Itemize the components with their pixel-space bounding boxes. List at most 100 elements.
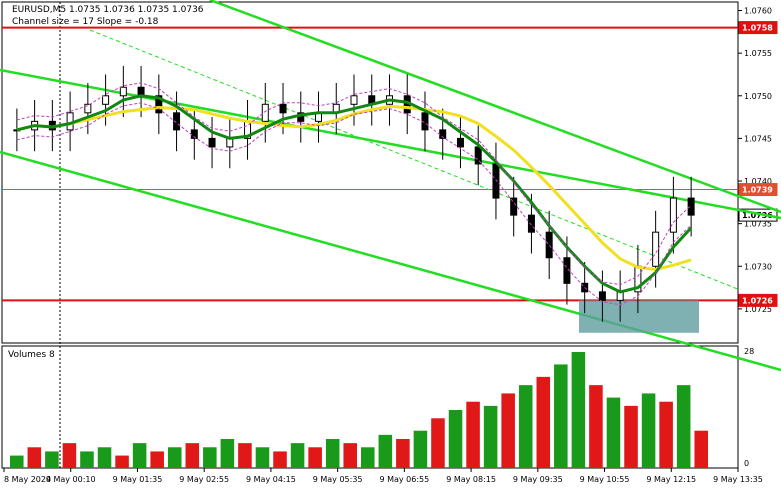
time-tick-label: 9 May 08:15 [446, 475, 496, 484]
volume-bar [466, 401, 480, 468]
candle-body [545, 231, 553, 259]
volume-bar [290, 443, 305, 468]
volume-bar [343, 443, 357, 468]
channel-info: Channel size = 17 Slope = -0.18 [12, 17, 159, 27]
volume-tick-label: 0 [744, 459, 749, 468]
volume-tick-label: 28 [744, 347, 754, 356]
candle-body [652, 231, 660, 267]
volume-bar [659, 401, 673, 468]
time-tick-label: 9 May 00:10 [46, 475, 96, 484]
price-tag-label: 1.0736 [742, 211, 773, 220]
price-tag [738, 293, 778, 307]
volume-bar [97, 447, 112, 468]
volume-bar [255, 447, 270, 468]
volume-bar [518, 385, 533, 468]
volume-bar [536, 376, 551, 468]
volume-bar [220, 439, 235, 468]
volume-bar [378, 434, 393, 468]
volume-bar [676, 385, 691, 468]
candle-body [474, 146, 482, 165]
chart-header: EURUSD,M5 1.0735 1.0736 1.0735 1.0736 Ch… [12, 4, 204, 28]
volume-bar [203, 447, 217, 468]
price-tag [738, 183, 778, 197]
candle-body [155, 95, 163, 114]
candle-body [510, 197, 518, 216]
volume-bar [554, 364, 568, 468]
volume-bar [27, 447, 42, 468]
price-tick-label: 1.0740 [744, 177, 772, 186]
time-tick-label: 9 May 12:15 [646, 475, 696, 484]
volume-bar [10, 455, 24, 468]
volume-bar [361, 447, 375, 468]
envelope-lower [16, 102, 692, 306]
price-tick-label: 1.0745 [744, 134, 772, 143]
symbol-info: EURUSD,M5 1.0735 1.0736 1.0735 1.0736 [12, 5, 204, 15]
price-tag-label: 1.0726 [742, 296, 773, 305]
channel-lower-line [0, 150, 781, 372]
volume-bar [589, 385, 603, 468]
volume-bar [185, 443, 200, 468]
price-tag [738, 21, 778, 35]
price-tick-label: 1.0735 [744, 220, 772, 229]
channel-top-line [209, 0, 781, 214]
volume-bar [396, 439, 410, 468]
envelope-upper [16, 82, 692, 286]
candle-body [598, 291, 606, 301]
volume-bar [694, 430, 708, 468]
price-tick-label: 1.0725 [744, 305, 772, 314]
candle-body [527, 214, 535, 233]
volume-bar [413, 430, 428, 468]
time-tick-label: 9 May 06:55 [379, 475, 429, 484]
price-tick-label: 1.0750 [744, 92, 772, 101]
volume-bar [501, 393, 515, 468]
moving-average-slow [16, 94, 693, 294]
time-tick-label: 9 May 10:55 [580, 475, 630, 484]
volume-bar [45, 451, 59, 468]
volume-bar [308, 447, 322, 468]
price-tick-label: 1.0755 [744, 49, 772, 58]
volume-bar [431, 418, 445, 468]
volume-bar [238, 443, 252, 468]
moving-average-fast [16, 104, 692, 272]
volume-bar [115, 455, 129, 468]
price-tick-label: 1.0760 [744, 7, 772, 16]
time-tick-label: 9 May 04:15 [246, 475, 296, 484]
volume-bar [448, 410, 463, 468]
time-tick-label: 9 May 02:55 [179, 475, 229, 484]
volume-bar [132, 443, 147, 468]
support-zone-box [579, 300, 699, 333]
candle-body [119, 86, 127, 97]
candle-body [102, 95, 110, 105]
candle-body [456, 137, 464, 148]
volume-bar [273, 451, 287, 468]
candle-body [261, 103, 269, 122]
channel-upper-line [0, 68, 781, 220]
volume-bar [150, 451, 164, 468]
volume-bar [167, 447, 182, 468]
candle-body [492, 163, 500, 199]
volume-bar [571, 352, 586, 468]
price-panel-frame [1, 1, 739, 344]
volume-bar [624, 405, 638, 468]
candle-body [208, 137, 216, 148]
time-tick-label: 9 May 05:35 [313, 475, 363, 484]
volume-bar [325, 439, 340, 468]
price-tag-label: 1.0739 [742, 186, 773, 195]
volume-bar [62, 443, 77, 468]
candle-body [84, 103, 92, 114]
candle-body [687, 197, 695, 216]
time-tick-label: 9 May 13:35 [713, 475, 763, 484]
candle-body [173, 112, 181, 131]
channel-mid-line [89, 29, 741, 291]
volume-bar [606, 397, 621, 468]
price-tag-label: 1.0758 [742, 24, 773, 33]
volume-bar [80, 451, 94, 468]
time-tick-label: 8 May 2024 [4, 475, 51, 484]
price-tick-label: 1.0730 [744, 262, 772, 271]
volumes-indicator-label: Volumes 8 [8, 350, 55, 360]
time-tick-label: 9 May 09:35 [513, 475, 563, 484]
candle-body [279, 103, 287, 114]
volume-bar [483, 405, 498, 468]
